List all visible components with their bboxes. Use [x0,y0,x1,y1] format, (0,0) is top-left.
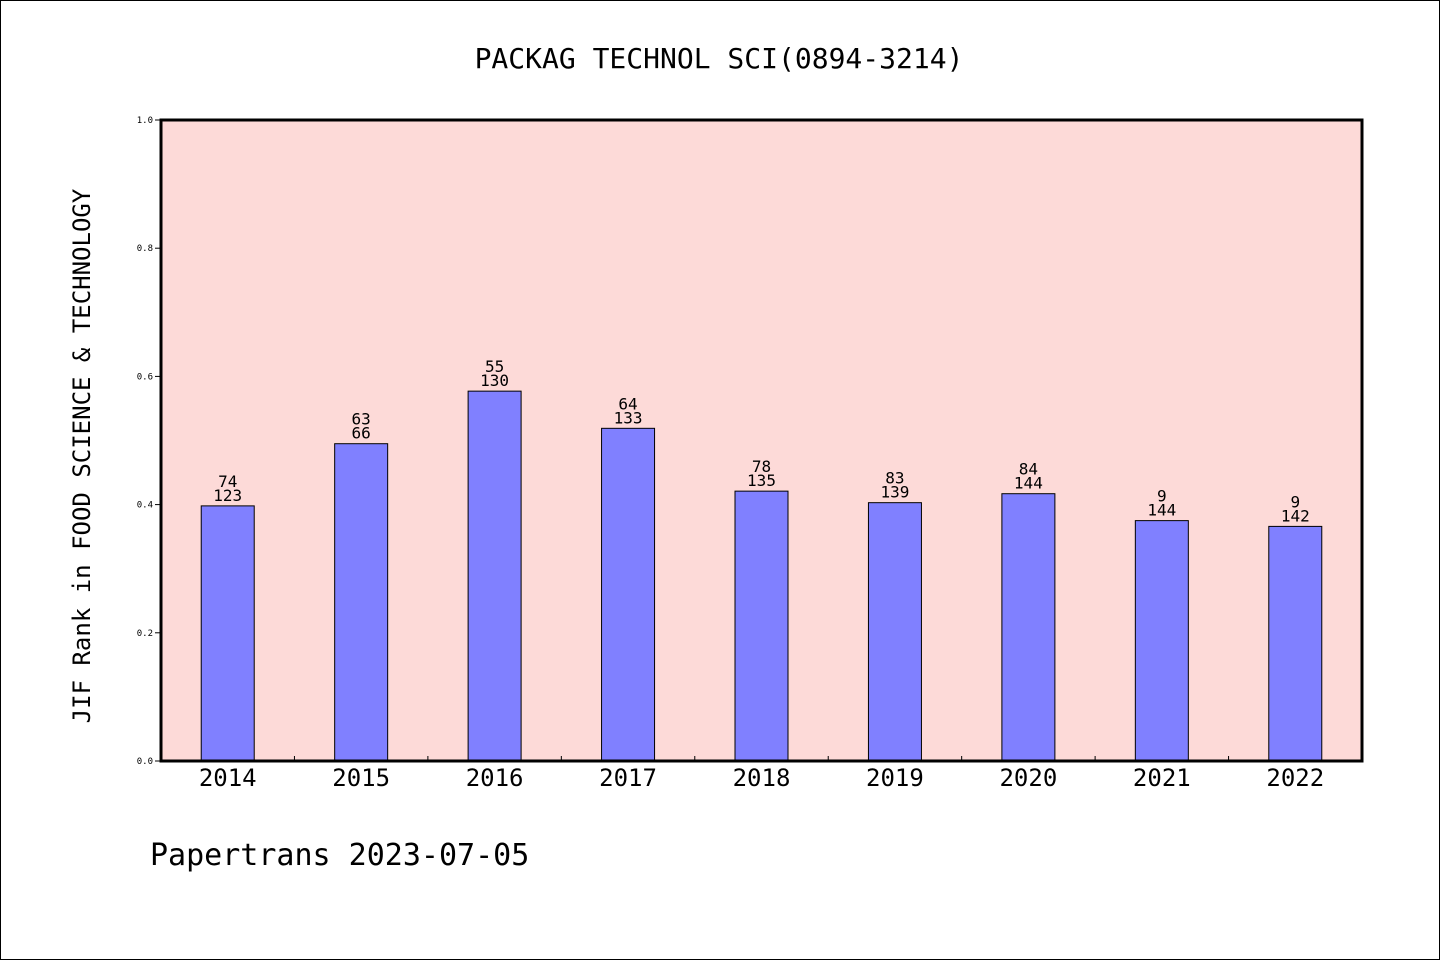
bar-label-total: 135 [747,471,776,490]
bar-2021 [1134,520,1189,762]
bar-label-total: 144 [1014,474,1043,493]
bar-2022 [1268,525,1323,762]
footer-text: Papertrans 2023-07-05 [150,838,529,873]
plot-frame [159,118,1364,763]
y-tick-label: 0.4 [137,501,153,511]
y-axis: 0.0 0.2 0.4 0.6 0.8 1.0 [137,116,161,767]
bar-label-rank: 64 [618,394,637,413]
bar-2020 [1001,493,1056,762]
x-tick-label: 2017 [599,764,657,792]
x-tick-label: 2021 [1133,764,1191,792]
bar-label-rank: 55 [485,357,504,376]
x-tick-label: 2022 [1266,764,1324,792]
bar-series [200,390,1323,762]
bar-label-total: 144 [1147,501,1176,520]
bar-2015 [334,443,389,762]
bar-label-total: 142 [1281,506,1310,525]
bar-label-total: 130 [480,371,509,390]
y-tick-label: 0.0 [137,757,153,767]
bar-label-rank: 78 [752,457,771,476]
bar-label-rank: 63 [352,410,371,429]
x-tick-label: 2014 [199,764,257,792]
bar-2016 [467,390,522,762]
y-tick-label: 0.2 [137,629,153,639]
x-tick-label: 2015 [332,764,390,792]
bar-label-rank: 74 [218,472,237,491]
x-tick-label: 2020 [999,764,1057,792]
bar-label-total: 139 [880,483,909,502]
y-tick-label: 1.0 [137,116,153,126]
x-tick-label: 2018 [733,764,791,792]
bar-2014 [200,505,255,762]
bar-2019 [867,502,922,762]
x-axis: 2014 2015 2016 2017 2018 2019 2020 2021 2022 [199,756,1324,792]
bar-label-rank: 83 [885,469,904,488]
x-tick-label: 2019 [866,764,924,792]
y-tick-label: 0.6 [137,372,153,382]
bar-label-rank: 9 [1290,492,1300,511]
bar-label-total: 133 [614,408,643,427]
chart-title: PACKAG TECHNOL SCI(0894-3214) [475,42,964,75]
bar-label-total: 66 [352,424,371,443]
bar-label-rank: 9 [1157,487,1167,506]
bar-2017 [601,427,656,762]
bar-label-total: 123 [213,486,242,505]
y-axis-label: JIF Rank in FOOD SCIENCE & TECHNOLOGY [68,188,96,723]
x-tick-label: 2016 [466,764,524,792]
bar-label-rank: 84 [1019,460,1038,479]
bar-2018 [734,490,789,762]
y-tick-label: 0.8 [137,244,153,254]
